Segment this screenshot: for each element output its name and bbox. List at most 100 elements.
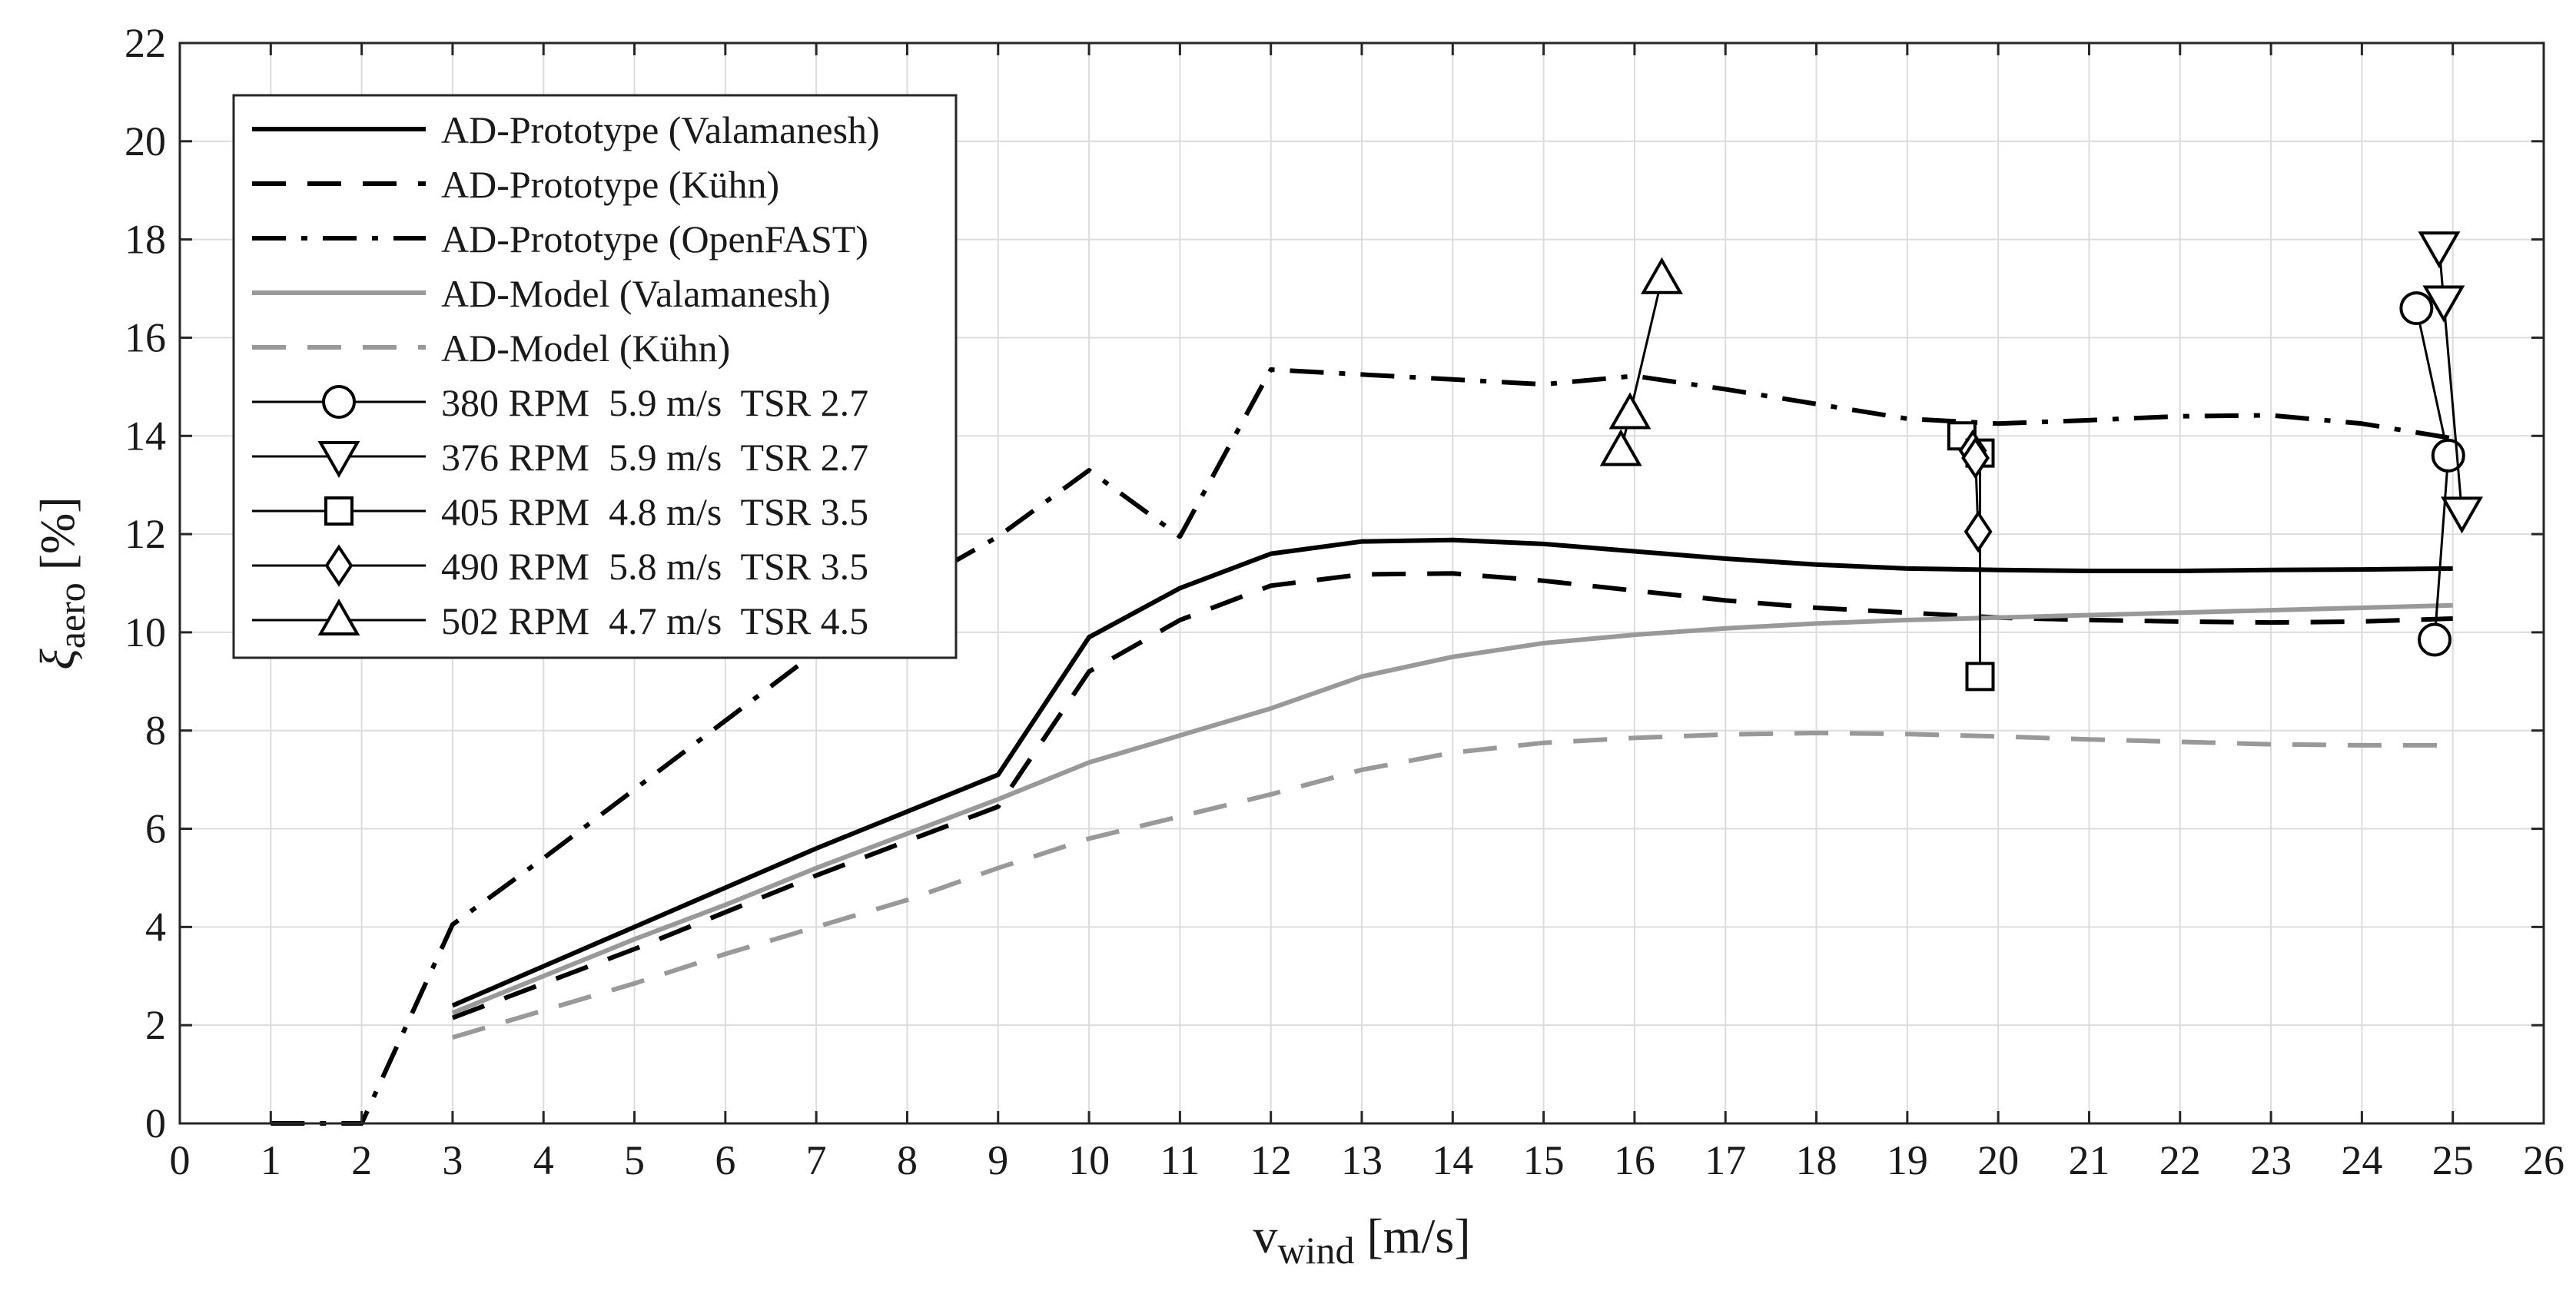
x-tick-label: 26	[2523, 1137, 2564, 1183]
y-tick-label: 2	[145, 1002, 166, 1048]
y-tick-label: 0	[145, 1100, 166, 1146]
series-line	[451, 602, 2453, 1015]
x-tick-label: 9	[988, 1137, 1008, 1183]
y-tick-label: 8	[145, 708, 166, 754]
x-tick-label: 21	[2068, 1137, 2110, 1183]
y-axis-label-subscript: aero	[50, 582, 93, 649]
x-tick-label: 4	[533, 1137, 554, 1183]
legend-label: AD-Model (Valamanesh)	[441, 272, 831, 315]
x-tick-label: 15	[1523, 1137, 1565, 1183]
series-0	[451, 537, 2453, 1008]
series-line	[271, 367, 2454, 1126]
legend-label: AD-Prototype (Valamanesh)	[441, 108, 880, 151]
y-tick-label: 10	[124, 609, 166, 655]
legend-label: 490 RPM 5.8 m/s TSR 3.5	[441, 545, 868, 588]
x-tick-label: 20	[1977, 1137, 2019, 1183]
x-axis-label-symbol: v	[1253, 1209, 1277, 1263]
y-tick-label: 18	[124, 217, 166, 263]
series-4	[452, 730, 2453, 1040]
x-tick-label: 10	[1068, 1137, 1110, 1183]
series-2	[271, 367, 2454, 1126]
data-point	[1640, 257, 1683, 294]
y-tick-label: 20	[124, 118, 166, 164]
legend-label: 380 RPM 5.9 m/s TSR 2.7	[441, 381, 868, 424]
legend-swatch-marker	[324, 496, 354, 526]
legend-item: AD-Prototype (OpenFAST)	[252, 217, 868, 260]
series-3	[451, 602, 2453, 1015]
y-axis-label: ξaero [%]	[30, 496, 93, 669]
legend-label: 502 RPM 4.7 m/s TSR 4.5	[441, 599, 868, 642]
legend-item: 405 RPM 4.8 m/s TSR 3.5	[252, 490, 868, 533]
y-tick-label: 14	[124, 413, 166, 459]
x-tick-label: 6	[715, 1137, 735, 1183]
x-tick-label: 12	[1250, 1137, 1292, 1183]
x-tick-label: 3	[442, 1137, 463, 1183]
data-point	[2441, 496, 2483, 534]
y-axis-label-symbol: ξ	[30, 649, 85, 670]
series-8	[1958, 429, 1993, 553]
x-tick-label: 0	[170, 1137, 191, 1183]
legend-item: 376 RPM 5.9 m/s TSR 2.7	[252, 436, 868, 479]
data-point	[2422, 285, 2465, 323]
series-layer	[271, 231, 2483, 1126]
y-tick-label: 16	[124, 314, 166, 360]
legend-label: 376 RPM 5.9 m/s TSR 2.7	[441, 436, 868, 479]
x-tick-label: 25	[2432, 1137, 2474, 1183]
x-axis-label-unit: [m/s]	[1366, 1209, 1470, 1263]
legend-box	[232, 94, 958, 659]
x-tick-label: 2	[351, 1137, 372, 1183]
data-point	[1965, 662, 1995, 692]
x-tick-label: 8	[897, 1137, 918, 1183]
series-9	[1599, 257, 1683, 466]
legend-label: 405 RPM 4.8 m/s TSR 3.5	[441, 490, 868, 533]
legend: AD-Prototype (Valamanesh) AD-Prototype (K…	[232, 94, 958, 659]
data-point	[1608, 392, 1651, 430]
x-axis-label-subscript: wind	[1277, 1229, 1354, 1272]
ticks: 0 1 2 3 4 5 6 7 8 9 10 11 12 13 14 15 16 17 18 19 20 21 22 23 24…	[124, 20, 2564, 1183]
legend-swatch-marker	[317, 598, 360, 635]
series-6	[2418, 231, 2483, 534]
legend-label: AD-Prototype (Kühn)	[441, 163, 779, 206]
legend-item: AD-Model (Kühn)	[252, 327, 730, 370]
x-tick-label: 23	[2250, 1137, 2292, 1183]
legend-swatch-marker	[324, 544, 354, 587]
series-line	[451, 571, 2453, 1020]
series-line	[452, 730, 2453, 1040]
legend-label: AD-Model (Kühn)	[441, 327, 730, 370]
legend-item: 380 RPM 5.9 m/s TSR 2.7	[252, 381, 868, 424]
y-tick-label: 12	[124, 511, 166, 557]
legend-item: AD-Prototype (Kühn)	[252, 163, 779, 206]
x-tick-label: 24	[2341, 1137, 2382, 1183]
x-tick-label: 14	[1432, 1137, 1473, 1183]
x-tick-label: 11	[1160, 1137, 1200, 1183]
series-5	[2399, 291, 2465, 657]
legend-item: AD-Prototype (Valamanesh)	[252, 108, 880, 151]
data-point	[2399, 291, 2434, 326]
x-tick-label: 19	[1887, 1137, 1928, 1183]
data-point	[1961, 436, 1990, 479]
data-point	[2418, 622, 2452, 657]
y-tick-label: 6	[145, 806, 166, 852]
legend-item: 490 RPM 5.8 m/s TSR 3.5	[252, 544, 868, 588]
x-tick-label: 17	[1705, 1137, 1746, 1183]
legend-item: AD-Model (Valamanesh)	[252, 272, 831, 315]
data-point	[1964, 510, 1993, 553]
legend-swatch-marker	[322, 385, 356, 419]
legend-item: 502 RPM 4.7 m/s TSR 4.5	[252, 598, 868, 642]
x-tick-label: 13	[1341, 1137, 1383, 1183]
legend-label: AD-Prototype (OpenFAST)	[441, 217, 868, 260]
series-line	[451, 537, 2453, 1008]
y-tick-label: 22	[124, 20, 166, 66]
x-axis-label: vwind [m/s]	[1253, 1209, 1470, 1272]
x-tick-label: 1	[261, 1137, 281, 1183]
x-tick-label: 16	[1614, 1137, 1655, 1183]
x-tick-label: 22	[2159, 1137, 2201, 1183]
x-tick-label: 7	[806, 1137, 827, 1183]
y-tick-label: 4	[145, 904, 166, 950]
x-tick-label: 5	[624, 1137, 645, 1183]
data-point	[1599, 429, 1642, 466]
x-tick-label: 18	[1796, 1137, 1837, 1183]
series-1	[451, 571, 2453, 1020]
y-axis-label-unit: [%]	[30, 496, 85, 570]
